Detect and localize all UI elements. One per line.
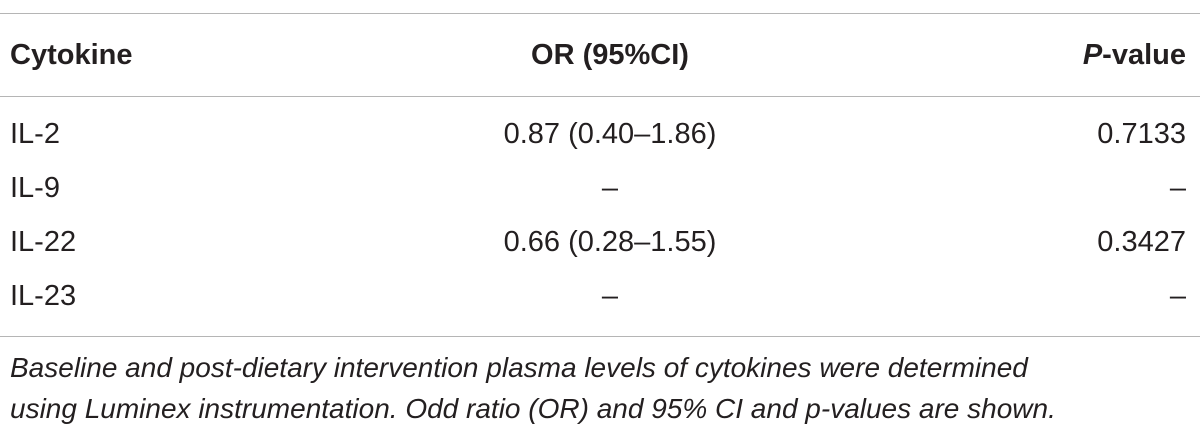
p-value-cell: – — [1169, 172, 1186, 204]
p-value-cell: 0.3427 — [1097, 226, 1186, 258]
cytokine-cell: IL-2 — [10, 118, 60, 150]
header-p-rest: -value — [1102, 39, 1186, 71]
header-cytokine: Cytokine — [10, 39, 133, 71]
header-or-ci: OR (95%CI) — [531, 39, 689, 71]
cytokine-cell: IL-23 — [10, 280, 77, 312]
or-ci-cell: 0.66 (0.28–1.55) — [503, 226, 717, 258]
table-row: IL-9 – – — [0, 161, 1200, 215]
top-rule — [0, 13, 1200, 14]
bottom-rule — [0, 336, 1200, 337]
cytokine-cell: IL-22 — [10, 226, 77, 258]
or-ci-cell: – — [601, 172, 619, 204]
header-p-italic: P — [1082, 39, 1103, 71]
or-ci-cell: – — [601, 280, 619, 312]
header-p-value: P-value — [1083, 28, 1186, 82]
table-row: IL-22 0.66 (0.28–1.55) 0.3427 — [0, 215, 1200, 269]
table-footnote: Baseline and post-dietary intervention p… — [10, 347, 1190, 429]
p-value-cell: – — [1169, 280, 1186, 312]
footnote-line: Baseline and post-dietary intervention p… — [10, 352, 1028, 383]
cytokine-cell: IL-9 — [10, 172, 60, 204]
footnote-line: using Luminex instrumentation. Odd ratio… — [10, 393, 1056, 424]
header-rule — [0, 96, 1200, 97]
table-row: IL-23 – – — [0, 269, 1200, 323]
p-value-cell: 0.7133 — [1097, 118, 1186, 150]
table-row: IL-2 0.87 (0.40–1.86) 0.7133 — [0, 107, 1200, 161]
or-ci-cell: 0.87 (0.40–1.86) — [503, 118, 717, 150]
table-header-row: Cytokine OR (95%CI) P-value — [0, 28, 1200, 82]
